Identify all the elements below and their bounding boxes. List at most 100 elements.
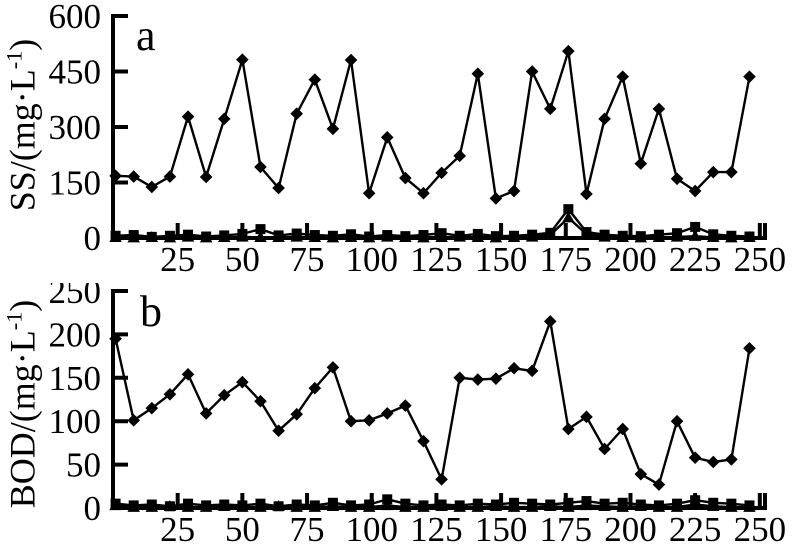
y-tick-label: 150	[49, 359, 102, 398]
triangle-marker	[145, 231, 159, 242]
panel-label-a: a	[136, 11, 156, 60]
x-tick-label: 225	[669, 510, 722, 549]
diamond-marker	[127, 170, 141, 183]
diamond-marker	[181, 368, 195, 381]
triangle-marker	[163, 231, 177, 243]
triangle-marker	[562, 211, 575, 223]
triangle-marker	[290, 230, 303, 242]
x-tick-label: 75	[290, 240, 325, 279]
x-tick-label: 25	[160, 510, 195, 549]
diamond-marker	[543, 102, 557, 116]
diamond-series	[109, 315, 756, 491]
diamond-marker	[543, 315, 557, 328]
x-tick-label: 75	[290, 510, 325, 549]
triangle-marker	[362, 231, 376, 243]
triangle-marker	[254, 500, 267, 512]
triangle-marker	[652, 231, 666, 242]
triangle-marker	[109, 231, 122, 242]
y-tick-label: 100	[49, 402, 102, 441]
y-tick-label: 300	[49, 108, 102, 147]
triangle-marker	[272, 500, 285, 511]
diamond-marker	[525, 364, 539, 378]
series-line	[114, 320, 751, 486]
triangle-marker	[453, 230, 466, 242]
diamond-marker	[706, 165, 720, 179]
triangle-marker	[217, 500, 231, 511]
diamond-marker	[471, 373, 485, 386]
diamond-marker	[217, 388, 231, 402]
triangle-marker	[380, 499, 394, 511]
triangle-marker	[344, 500, 358, 512]
diamond-marker	[562, 422, 575, 436]
triangle-marker	[199, 231, 213, 243]
diamond-marker	[688, 451, 702, 464]
x-tick-label: 175	[540, 510, 593, 549]
triangle-marker	[725, 231, 738, 243]
triangle-marker	[326, 231, 340, 243]
diamond-marker	[489, 192, 503, 205]
triangle-marker	[326, 500, 340, 511]
triangle-marker	[181, 500, 195, 512]
diamond-marker	[598, 442, 611, 456]
diamond-marker	[507, 361, 521, 375]
diamond-marker	[417, 186, 430, 200]
triangle-marker	[127, 500, 140, 512]
diamond-marker	[380, 131, 394, 144]
diamond-marker	[199, 407, 213, 420]
triangle-marker	[308, 500, 322, 512]
diamond-marker	[181, 110, 195, 123]
panel-label-b: b	[140, 287, 162, 336]
triangle-marker	[616, 500, 629, 512]
triangle-marker	[399, 500, 412, 512]
diamond-marker	[145, 401, 159, 415]
y-tick-label: 0	[84, 489, 102, 528]
x-tick-label: 50	[225, 510, 260, 549]
triangle-marker	[525, 500, 539, 512]
triangle-marker	[543, 500, 557, 511]
diamond-marker	[725, 165, 738, 179]
diamond-marker	[688, 184, 702, 198]
diamond-marker	[308, 381, 322, 395]
chart-b-plot: 0 50 100 150 200 250 25 50 75 100 125 150 175 200 225 2…	[49, 283, 787, 549]
triangle-marker	[399, 231, 412, 242]
diamond-marker	[163, 387, 177, 401]
triangle-marker	[417, 500, 430, 512]
y-tick-label: 600	[49, 0, 102, 36]
diamond-marker	[453, 149, 467, 163]
x-tick-label: 175	[540, 240, 593, 279]
triangle-marker	[543, 228, 557, 240]
triangle-marker	[725, 500, 738, 512]
triangle-marker	[616, 231, 629, 242]
triangle-marker	[254, 231, 267, 242]
triangle-marker	[217, 231, 231, 242]
triangle-marker	[471, 500, 485, 512]
x-tick-label: 250	[734, 240, 787, 279]
diamond-marker	[453, 371, 467, 385]
diamond-series	[109, 44, 756, 205]
x-tick-label: 200	[604, 510, 657, 549]
triangle-marker	[308, 231, 322, 242]
diamond-marker	[616, 422, 630, 436]
triangle-marker	[670, 500, 684, 512]
diamond-marker	[652, 102, 666, 116]
triangle-marker	[580, 228, 593, 239]
triangle-marker	[670, 230, 684, 242]
x-tick-label: 150	[475, 240, 528, 279]
y-tick-label: 150	[49, 164, 102, 203]
diamond-marker	[725, 453, 738, 466]
axes	[111, 14, 767, 240]
diamond-marker	[598, 112, 611, 126]
diamond-marker	[272, 181, 285, 195]
y-tick-label: 250	[49, 283, 102, 311]
triangle-marker	[181, 230, 195, 242]
diamond-marker	[670, 414, 684, 428]
series-line	[115, 50, 751, 200]
triangle-marker	[199, 500, 213, 512]
diamond-marker	[489, 372, 503, 385]
diamond-marker	[634, 157, 648, 170]
diamond-marker	[525, 65, 539, 78]
triangle-marker	[236, 230, 249, 242]
triangle-marker	[109, 499, 122, 511]
x-tick-label: 150	[475, 510, 528, 549]
